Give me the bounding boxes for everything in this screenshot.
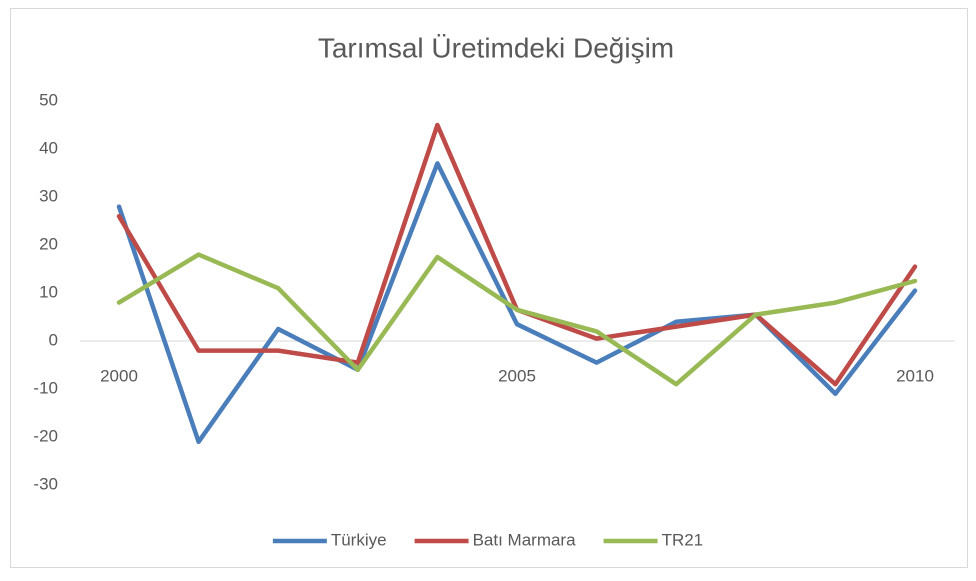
y-tick-label: 50 — [39, 90, 58, 109]
chart-border — [10, 8, 968, 568]
x-tick-label: 2005 — [498, 366, 536, 385]
y-tick-label: 30 — [39, 186, 58, 205]
chart-title: Tarımsal Üretimdeki Değişim — [318, 32, 674, 63]
y-tick-label: 10 — [39, 282, 58, 301]
legend-label: TR21 — [662, 530, 704, 549]
x-tick-label: 2000 — [100, 366, 138, 385]
y-tick-label: 40 — [39, 138, 58, 157]
y-tick-label: -20 — [33, 426, 58, 445]
legend-label: Türkiye — [331, 530, 387, 549]
x-tick-label: 2010 — [896, 366, 934, 385]
series-line — [116, 161, 918, 445]
y-tick-label: 0 — [49, 330, 58, 349]
series-line — [116, 252, 918, 387]
y-tick-label: -30 — [33, 474, 58, 493]
legend-label: Batı Marmara — [473, 530, 577, 549]
y-tick-label: 20 — [39, 234, 58, 253]
y-tick-label: -10 — [33, 378, 58, 397]
